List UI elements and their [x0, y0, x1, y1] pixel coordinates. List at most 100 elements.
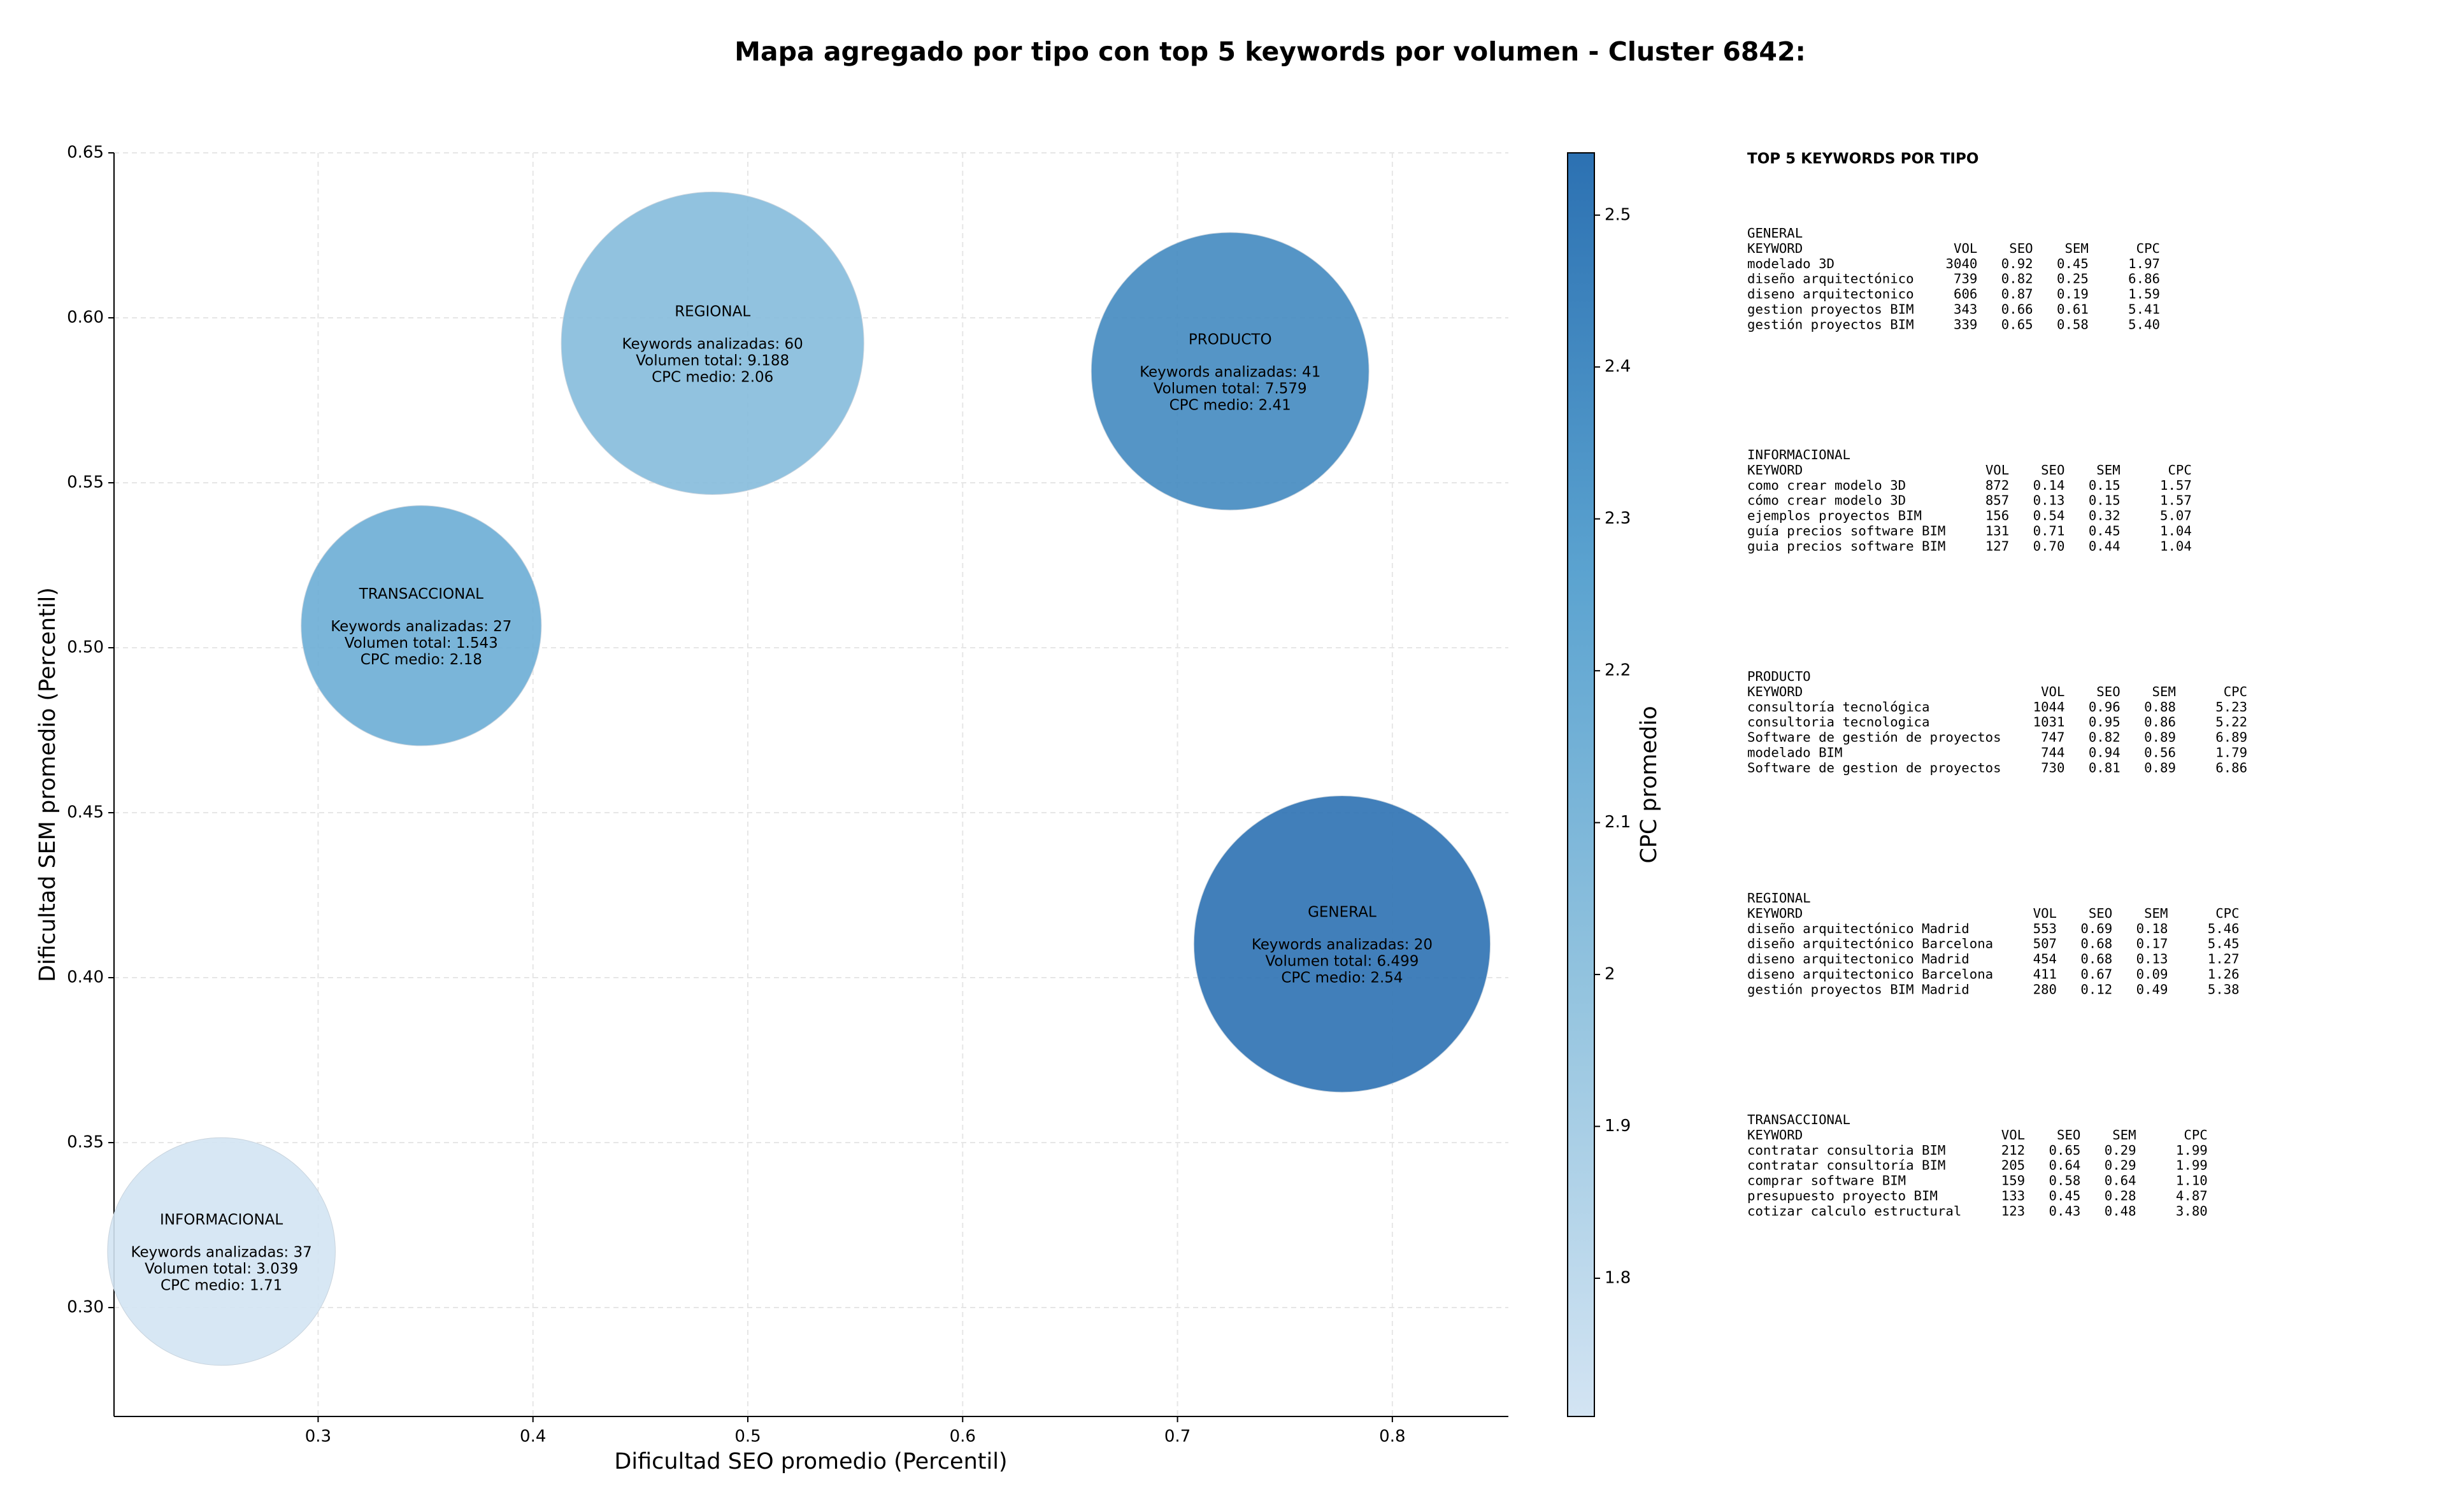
value-cell: 6.86: [2215, 760, 2247, 775]
value-cell: 0.15: [2089, 478, 2121, 493]
colorbar: [1567, 152, 1595, 1417]
keyword-cell: comprar software BIM: [1747, 1173, 1906, 1188]
value-cell: 1.10: [2176, 1173, 2208, 1188]
group-name: TRANSACCIONAL: [1747, 1112, 1850, 1127]
colorbar-tick-label: 2: [1605, 965, 1615, 984]
colorbar-tick-label: 2.1: [1605, 813, 1631, 832]
value-cell: 0.15: [2089, 493, 2121, 508]
bubble-volume: Volumen total: 9.188: [636, 352, 789, 369]
value-cell: 0.54: [2033, 508, 2065, 524]
bubble-volume: Volumen total: 7.579: [1154, 380, 1307, 397]
value-cell: 280: [2033, 981, 2057, 997]
value-cell: 5.40: [2128, 317, 2160, 332]
keyword-cell: consultoria tecnologica: [1747, 715, 1929, 730]
bubble-name: GENERAL: [1308, 904, 1377, 921]
x-tick-label: 0.3: [305, 1427, 331, 1446]
group-name: PRODUCTO: [1747, 669, 1811, 684]
value-cell: 0.95: [2089, 715, 2121, 730]
y-tick-label: 0.60: [67, 308, 104, 327]
keyword-cell: guia precios software BIM: [1747, 538, 1945, 553]
bubble-keywords: Keywords analizadas: 20: [1252, 937, 1433, 953]
value-cell: 0.82: [2001, 271, 2033, 287]
colorbar-tick-label: 1.9: [1605, 1116, 1631, 1136]
value-cell: 0.13: [2033, 493, 2065, 508]
value-cell: 0.66: [2001, 302, 2033, 317]
group-name: GENERAL: [1747, 225, 1803, 241]
keyword-cell: modelado BIM: [1747, 745, 1842, 760]
value-cell: 0.29: [2105, 1143, 2136, 1158]
value-cell: 0.58: [2057, 317, 2089, 332]
keyword-cell: Software de gestion de proyectos: [1747, 760, 2001, 775]
value-cell: 0.86: [2144, 715, 2176, 730]
table-title: TOP 5 KEYWORDS POR TIPO: [1747, 151, 1978, 168]
bubble-name: INFORMACIONAL: [160, 1211, 283, 1228]
x-axis-label: Dificultad SEO promedio (Percentil): [614, 1449, 1007, 1474]
colorbar-label: CPC promedio: [1636, 706, 1662, 863]
value-cell: 0.65: [2001, 317, 2033, 332]
bubble: [561, 191, 864, 495]
colorbar-tick-label: 2.5: [1605, 205, 1631, 224]
value-cell: 5.38: [2208, 981, 2240, 997]
table-header: CPC: [2215, 906, 2239, 921]
value-cell: 159: [2001, 1173, 2025, 1188]
value-cell: 1.99: [2176, 1158, 2208, 1173]
value-cell: 0.45: [2089, 524, 2121, 539]
bubble-cpc: CPC medio: 1.71: [161, 1277, 282, 1294]
value-cell: 0.25: [2057, 271, 2089, 287]
table-header: CPC: [2184, 1127, 2207, 1143]
keyword-cell: Software de gestión de proyectos: [1747, 730, 2001, 745]
y-tick-label: 0.40: [67, 968, 104, 987]
value-cell: 156: [1985, 508, 2009, 524]
table-header: SEO: [2089, 906, 2112, 921]
value-cell: 606: [1954, 287, 1977, 302]
keyword-cell: cómo crear modelo 3D: [1747, 493, 1906, 508]
group-name: REGIONAL: [1747, 890, 1811, 906]
value-cell: 0.44: [2089, 538, 2121, 553]
keyword-cell: diseno arquitectonico Madrid: [1747, 952, 1970, 967]
value-cell: 0.48: [2105, 1203, 2136, 1218]
bubble-volume: Volumen total: 1.543: [345, 635, 498, 652]
value-cell: 0.68: [2080, 952, 2112, 967]
value-cell: 0.58: [2049, 1173, 2081, 1188]
value-cell: 0.43: [2049, 1203, 2081, 1218]
value-cell: 0.09: [2136, 967, 2168, 982]
value-cell: 0.89: [2144, 760, 2176, 775]
y-tick-label: 0.30: [67, 1298, 104, 1317]
colorbar-tick-label: 2.3: [1605, 509, 1631, 528]
table-header: KEYWORD: [1747, 684, 1803, 699]
x-tick-label: 0.5: [734, 1427, 761, 1446]
value-cell: 0.70: [2033, 538, 2065, 553]
value-cell: 5.23: [2215, 699, 2247, 715]
value-cell: 0.14: [2033, 478, 2065, 493]
bubble-keywords: Keywords analizadas: 60: [622, 336, 803, 352]
value-cell: 0.32: [2089, 508, 2121, 524]
value-cell: 1.04: [2160, 538, 2192, 553]
table-header: SEO: [2057, 1127, 2080, 1143]
value-cell: 0.87: [2001, 287, 2033, 302]
value-cell: 1044: [2033, 699, 2065, 715]
value-cell: 5.22: [2215, 715, 2247, 730]
value-cell: 205: [2001, 1158, 2025, 1173]
keyword-cell: como crear modelo 3D: [1747, 478, 1906, 493]
table-header: KEYWORD: [1747, 906, 1803, 921]
value-cell: 0.13: [2136, 952, 2168, 967]
y-tick-label: 0.55: [67, 473, 104, 492]
bubble-keywords: Keywords analizadas: 41: [1140, 364, 1320, 380]
value-cell: 454: [2033, 952, 2057, 967]
bubble-keywords: Keywords analizadas: 27: [331, 618, 511, 635]
x-tick-label: 0.7: [1164, 1427, 1191, 1446]
value-cell: 0.71: [2033, 524, 2065, 539]
value-cell: 0.82: [2089, 730, 2121, 745]
keyword-cell: modelado 3D: [1747, 256, 1834, 271]
x-tick-label: 0.6: [950, 1427, 976, 1446]
value-cell: 1.26: [2208, 967, 2240, 982]
keyword-cell: gestion proyectos BIM: [1747, 302, 1914, 317]
table-header: SEO: [2096, 684, 2120, 699]
value-cell: 0.65: [2049, 1143, 2081, 1158]
table-header: KEYWORD: [1747, 241, 1803, 256]
value-cell: 1.57: [2160, 478, 2192, 493]
table-header: SEO: [2041, 462, 2064, 478]
keyword-cell: ejemplos proyectos BIM: [1747, 508, 1922, 524]
